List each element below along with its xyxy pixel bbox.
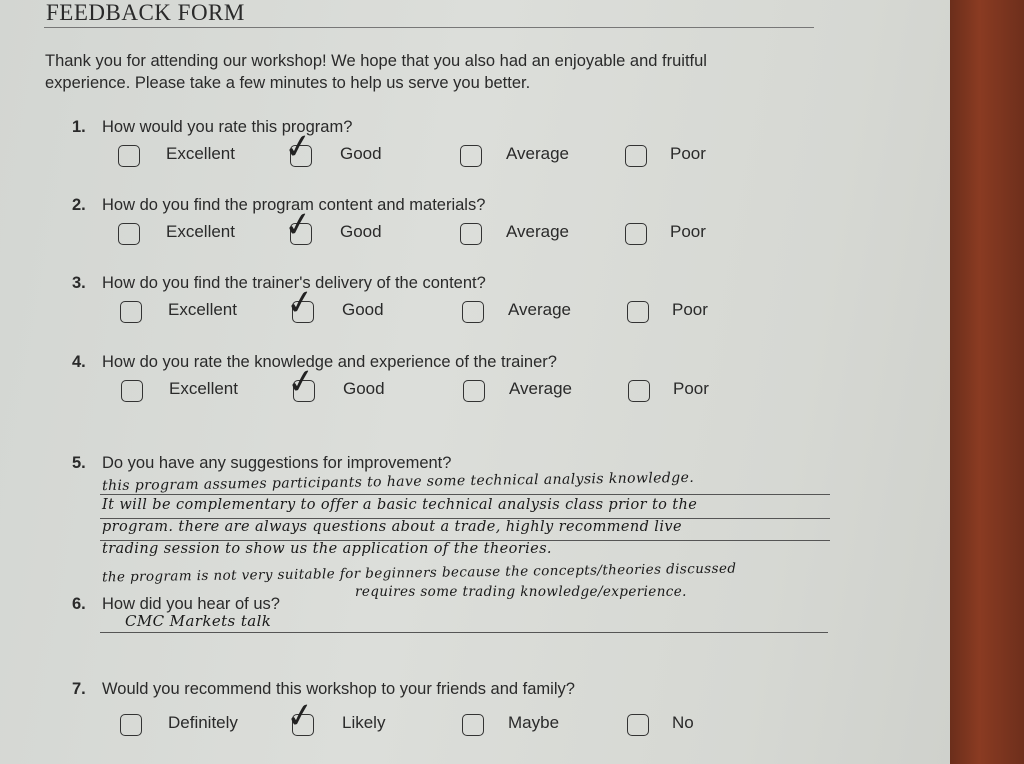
option-label-good: Good <box>343 379 385 398</box>
checkbox-excellent[interactable] <box>121 380 143 402</box>
question-number: 1. <box>72 118 86 136</box>
question-7: 7. Would you recommend this workshop to y… <box>72 680 575 699</box>
check-mark-icon: ✓ <box>281 203 316 247</box>
question-text: Would you recommend this workshop to you… <box>102 680 575 698</box>
option-label-good: Good <box>342 300 384 319</box>
feedback-form-paper: FEEDBACK FORM Thank you for attending ou… <box>0 0 950 764</box>
question-text: How would you rate this program? <box>102 118 353 136</box>
question-number: 5. <box>72 454 86 472</box>
question-text: How do you find the program content and … <box>102 196 486 214</box>
option-label-definitely: Definitely <box>168 713 238 732</box>
option-label-poor: Poor <box>672 300 708 319</box>
answer-line <box>100 632 828 633</box>
handwritten-answer-line: trading session to show us the applicati… <box>102 541 552 557</box>
answer-line <box>100 540 830 541</box>
intro-line-2: experience. Please take a few minutes to… <box>45 74 531 92</box>
checkbox-good[interactable] <box>292 301 314 323</box>
question-text: How do you rate the knowledge and experi… <box>102 353 557 371</box>
question-6: 6. How did you hear of us? <box>72 595 280 614</box>
handwritten-answer-line: the program is not very suitable for beg… <box>101 560 737 586</box>
handwritten-answer: CMC Markets talk <box>125 612 272 630</box>
check-mark-icon: ✓ <box>283 694 318 738</box>
option-label-poor: Poor <box>670 222 706 241</box>
option-label-average: Average <box>508 300 572 319</box>
checkbox-excellent[interactable] <box>120 301 142 323</box>
option-label-excellent: Excellent <box>166 222 235 241</box>
option-label-average: Average <box>506 222 570 241</box>
checkbox-maybe[interactable] <box>462 714 484 736</box>
check-mark-icon: ✓ <box>281 125 316 169</box>
checkbox-poor[interactable] <box>628 380 650 402</box>
option-label-excellent: Excellent <box>169 379 238 398</box>
question-number: 7. <box>72 680 86 698</box>
question-4: 4. How do you rate the knowledge and expe… <box>72 353 557 372</box>
option-label-no: No <box>672 713 694 732</box>
question-1: 1. How would you rate this program? <box>72 118 352 137</box>
intro-text: Thank you for attending our workshop! We… <box>45 50 845 94</box>
checkbox-likely[interactable] <box>292 714 314 736</box>
desk-surface <box>950 0 1024 764</box>
option-label-average: Average <box>509 379 573 398</box>
handwritten-answer-line: requires some trading knowledge/experien… <box>355 584 687 600</box>
checkbox-average[interactable] <box>460 145 482 167</box>
checkbox-average[interactable] <box>462 301 484 323</box>
checkbox-poor[interactable] <box>625 223 647 245</box>
title-divider <box>44 27 814 28</box>
question-text: How do you find the trainer's delivery o… <box>102 274 486 292</box>
option-label-good: Good <box>340 144 382 163</box>
checkbox-average[interactable] <box>460 223 482 245</box>
question-number: 3. <box>72 274 86 292</box>
handwritten-answer-line: program. there are always questions abou… <box>102 519 682 535</box>
question-2: 2. How do you find the program content an… <box>72 196 485 215</box>
check-mark-icon: ✓ <box>284 360 319 404</box>
check-mark-icon: ✓ <box>283 281 318 325</box>
handwritten-answer-line: this program assumes participants to hav… <box>101 469 695 495</box>
handwritten-answer-line: It will be complementary to offer a basi… <box>102 497 698 513</box>
checkbox-average[interactable] <box>463 380 485 402</box>
answer-line <box>100 518 830 519</box>
question-number: 6. <box>72 595 86 613</box>
option-label-likely: Likely <box>342 713 386 732</box>
option-label-good: Good <box>340 222 382 241</box>
checkbox-excellent[interactable] <box>118 223 140 245</box>
checkbox-poor[interactable] <box>625 145 647 167</box>
form-title: FEEDBACK FORM <box>46 0 245 25</box>
option-label-excellent: Excellent <box>166 144 235 163</box>
option-label-excellent: Excellent <box>168 300 237 319</box>
option-label-poor: Poor <box>673 379 709 398</box>
question-number: 4. <box>72 353 86 371</box>
checkbox-excellent[interactable] <box>118 145 140 167</box>
option-label-maybe: Maybe <box>508 713 560 732</box>
answer-line <box>100 494 830 495</box>
question-3: 3. How do you find the trainer's delivery… <box>72 274 486 293</box>
intro-line-1: Thank you for attending our workshop! We… <box>45 52 707 70</box>
checkbox-good[interactable] <box>290 145 312 167</box>
checkbox-poor[interactable] <box>627 301 649 323</box>
question-5: 5. Do you have any suggestions for improv… <box>72 454 451 473</box>
question-text: How did you hear of us? <box>102 595 280 613</box>
question-text: Do you have any suggestions for improvem… <box>102 454 452 472</box>
question-number: 2. <box>72 196 86 214</box>
checkbox-definitely[interactable] <box>120 714 142 736</box>
option-label-average: Average <box>506 144 570 163</box>
checkbox-good[interactable] <box>290 223 312 245</box>
checkbox-no[interactable] <box>627 714 649 736</box>
option-label-poor: Poor <box>670 144 706 163</box>
checkbox-good[interactable] <box>293 380 315 402</box>
